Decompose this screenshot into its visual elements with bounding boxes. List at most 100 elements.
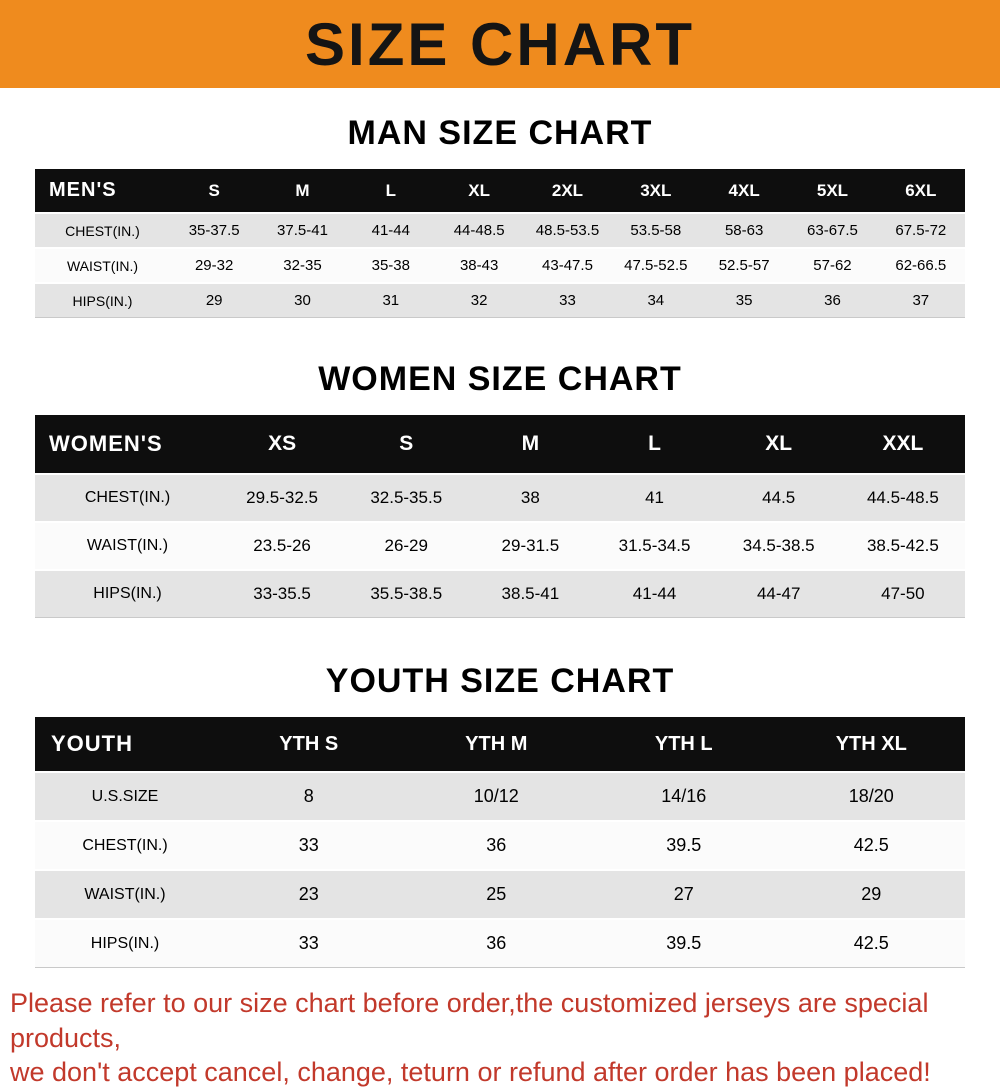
size-value-cell: 33 xyxy=(523,282,612,318)
section-women: WOMEN SIZE CHART WOMEN'S XS S M L XL XXL CHEST(… xyxy=(0,360,1000,618)
column-header: YTH XL xyxy=(777,717,965,772)
column-header: S xyxy=(344,415,469,474)
size-value-cell: 58-63 xyxy=(699,212,789,249)
size-value-cell: 53.5-58 xyxy=(611,212,700,249)
size-value-cell: 35-37.5 xyxy=(170,212,259,249)
table-header-row: WOMEN'S XS S M L XL XXL xyxy=(35,415,965,474)
size-value-cell: 44.5-48.5 xyxy=(840,473,965,523)
size-value-cell: 35.5-38.5 xyxy=(344,569,469,618)
women-section-heading: WOMEN SIZE CHART xyxy=(318,360,682,398)
size-value-cell: 26-29 xyxy=(344,521,469,571)
column-header: 4XL xyxy=(699,169,789,213)
table-row: CHEST(IN.) 33 36 39.5 42.5 xyxy=(35,820,965,871)
size-value-cell: 37.5-41 xyxy=(258,212,347,249)
size-value-cell: 37 xyxy=(876,282,965,318)
size-value-cell: 33-35.5 xyxy=(220,569,345,618)
size-value-cell: 35-38 xyxy=(346,247,435,284)
men-section-heading: MAN SIZE CHART xyxy=(347,114,653,152)
disclaimer-line-2: we don't accept cancel, change, teturn o… xyxy=(10,1057,931,1088)
row-label: CHEST(IN.) xyxy=(35,212,170,249)
table-row: WAIST(IN.) 23.5-26 26-29 29-31.5 31.5-34.5 34… xyxy=(35,521,965,571)
size-value-cell: 25 xyxy=(402,869,590,920)
column-header: 2XL xyxy=(523,169,612,213)
disclaimer-line-1: Please refer to our size chart before or… xyxy=(10,988,929,1053)
size-value-cell: 48.5-53.5 xyxy=(523,212,612,249)
column-header: XL xyxy=(434,169,524,213)
row-label: HIPS(IN.) xyxy=(35,569,220,618)
size-value-cell: 47-50 xyxy=(840,569,965,618)
row-label: CHEST(IN.) xyxy=(35,820,215,871)
column-header: 5XL xyxy=(788,169,877,213)
size-value-cell: 57-62 xyxy=(788,247,877,284)
women-size-table: WOMEN'S XS S M L XL XXL CHEST(IN.) 29.5-32.5 32.5… xyxy=(35,415,965,618)
size-value-cell: 27 xyxy=(590,869,778,920)
size-value-cell: 33 xyxy=(215,918,403,968)
size-value-cell: 44-47 xyxy=(716,569,841,618)
section-youth: YOUTH SIZE CHART YOUTH YTH S YTH M YTH L YTH… xyxy=(0,662,1000,968)
column-header: M xyxy=(258,169,347,213)
column-header: L xyxy=(346,169,435,213)
size-value-cell: 10/12 xyxy=(402,771,590,822)
size-value-cell: 29-31.5 xyxy=(468,521,593,571)
size-value-cell: 29.5-32.5 xyxy=(220,473,345,523)
size-value-cell: 67.5-72 xyxy=(876,212,965,249)
row-label: U.S.SIZE xyxy=(35,771,215,822)
size-value-cell: 31 xyxy=(346,282,435,318)
youth-size-table: YOUTH YTH S YTH M YTH L YTH XL U.S.SIZE 8 10/12… xyxy=(35,717,965,968)
table-row: HIPS(IN.) 29 30 31 32 33 34 35 36 37 xyxy=(35,282,965,318)
size-value-cell: 43-47.5 xyxy=(523,247,612,284)
column-header: YTH M xyxy=(402,717,590,772)
size-value-cell: 32 xyxy=(434,282,524,318)
column-header: YTH S xyxy=(215,717,403,772)
size-value-cell: 41-44 xyxy=(592,569,717,618)
table-row: CHEST(IN.) 29.5-32.5 32.5-35.5 38 41 44.5 44.5… xyxy=(35,473,965,523)
size-value-cell: 38-43 xyxy=(434,247,524,284)
row-label: WAIST(IN.) xyxy=(35,869,215,920)
table-header-row: MEN'S S M L XL 2XL 3XL 4XL 5XL 6XL xyxy=(35,169,965,213)
table-row: U.S.SIZE 8 10/12 14/16 18/20 xyxy=(35,771,965,822)
banner: SIZE CHART xyxy=(0,0,1000,88)
row-label: HIPS(IN.) xyxy=(35,918,215,968)
table-header-row: YOUTH YTH S YTH M YTH L YTH XL xyxy=(35,717,965,772)
size-value-cell: 23 xyxy=(215,869,403,920)
row-label: WAIST(IN.) xyxy=(35,247,170,284)
size-value-cell: 42.5 xyxy=(777,820,965,871)
size-value-cell: 34.5-38.5 xyxy=(716,521,841,571)
size-value-cell: 44.5 xyxy=(716,473,841,523)
size-value-cell: 36 xyxy=(788,282,877,318)
size-value-cell: 33 xyxy=(215,820,403,871)
size-value-cell: 36 xyxy=(402,820,590,871)
size-value-cell: 35 xyxy=(699,282,789,318)
row-label: WAIST(IN.) xyxy=(35,521,220,571)
size-value-cell: 32-35 xyxy=(258,247,347,284)
size-value-cell: 30 xyxy=(258,282,347,318)
size-value-cell: 39.5 xyxy=(590,820,778,871)
column-header: 3XL xyxy=(611,169,700,213)
table-title: MEN'S xyxy=(35,169,170,213)
size-value-cell: 39.5 xyxy=(590,918,778,968)
footer-disclaimer: Please refer to our size chart before or… xyxy=(10,986,992,1090)
table-title: WOMEN'S xyxy=(35,415,220,474)
size-value-cell: 31.5-34.5 xyxy=(592,521,717,571)
size-value-cell: 41 xyxy=(592,473,717,523)
size-value-cell: 29 xyxy=(777,869,965,920)
size-value-cell: 62-66.5 xyxy=(876,247,965,284)
size-value-cell: 47.5-52.5 xyxy=(611,247,700,284)
size-value-cell: 42.5 xyxy=(777,918,965,968)
size-value-cell: 38.5-42.5 xyxy=(840,521,965,571)
size-value-cell: 34 xyxy=(611,282,700,318)
size-value-cell: 29-32 xyxy=(170,247,259,284)
table-title: YOUTH xyxy=(35,717,215,772)
size-value-cell: 41-44 xyxy=(346,212,435,249)
column-header: YTH L xyxy=(590,717,778,772)
size-value-cell: 38.5-41 xyxy=(468,569,593,618)
youth-section-heading: YOUTH SIZE CHART xyxy=(325,662,675,700)
size-value-cell: 44-48.5 xyxy=(434,212,524,249)
row-label: HIPS(IN.) xyxy=(35,282,170,318)
table-row: WAIST(IN.) 23 25 27 29 xyxy=(35,869,965,920)
column-header: XL xyxy=(716,415,841,474)
table-row: HIPS(IN.) 33 36 39.5 42.5 xyxy=(35,918,965,968)
size-value-cell: 63-67.5 xyxy=(788,212,877,249)
section-men: MAN SIZE CHART MEN'S S M L XL 2XL 3XL 4XL 5XL 6XL… xyxy=(0,114,1000,318)
